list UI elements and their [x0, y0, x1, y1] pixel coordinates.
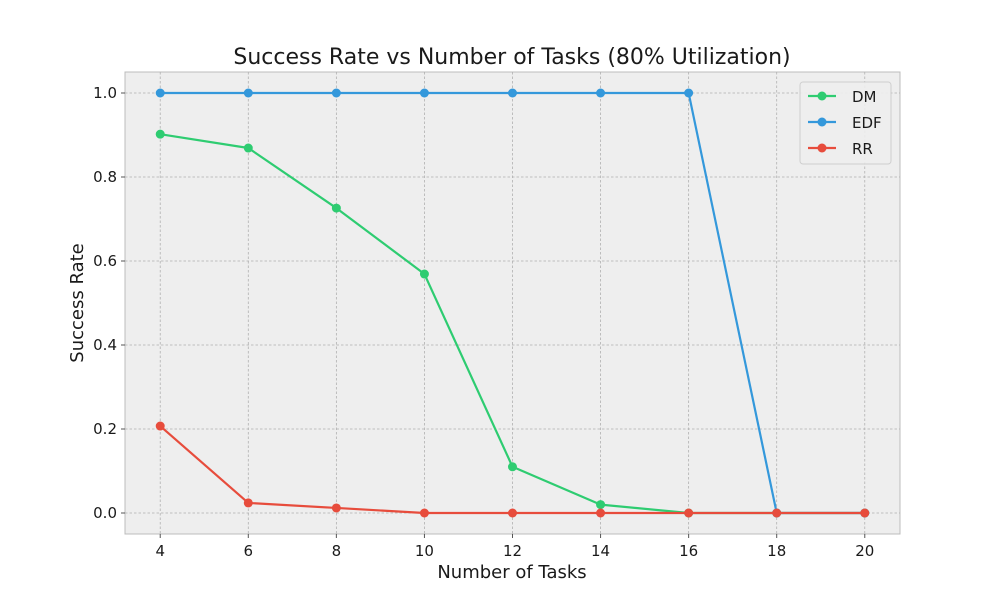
data-point-rr [243, 498, 253, 508]
x-tick-label: 12 [503, 542, 522, 560]
x-tick-label: 18 [767, 542, 786, 560]
y-tick-label: 0.8 [93, 168, 117, 186]
legend-label-dm: DM [852, 88, 877, 106]
data-point-dm [243, 143, 253, 153]
data-point-edf [508, 88, 517, 98]
x-tick-label: 8 [332, 542, 342, 560]
data-point-rr [508, 508, 517, 518]
legend-marker-rr [817, 143, 827, 153]
legend-label-edf: EDF [852, 114, 882, 132]
data-point-dm [331, 203, 341, 213]
legend-box [799, 81, 892, 165]
data-point-edf [419, 88, 429, 98]
x-tick-label: 6 [244, 542, 254, 560]
series-rr [155, 421, 870, 518]
y-axis-label: Success Rate [67, 243, 88, 362]
x-tick-label: 4 [155, 542, 165, 560]
data-point-dm [155, 129, 165, 139]
x-axis: 4 6 8 10 12 14 16 18 20 [155, 534, 874, 560]
data-point-edf [243, 88, 253, 98]
y-axis: 0.0 0.2 0.4 0.6 0.8 1.0 [93, 84, 125, 522]
y-tick-label: 0.4 [93, 336, 117, 354]
legend: DM EDF RR [799, 81, 892, 165]
data-point-rr [419, 508, 429, 518]
data-point-edf [684, 88, 694, 98]
x-tick-label: 10 [415, 542, 434, 560]
y-tick-label: 1.0 [93, 84, 117, 102]
x-tick-label: 14 [591, 542, 610, 560]
data-point-dm [419, 269, 429, 279]
y-tick-label: 0.2 [93, 420, 117, 438]
data-point-edf [596, 88, 606, 98]
legend-marker-edf [817, 117, 827, 127]
data-point-edf [331, 88, 341, 98]
data-point-edf [155, 88, 165, 98]
x-axis-label: Number of Tasks [437, 562, 586, 583]
data-point-rr [155, 421, 165, 431]
x-tick-label: 20 [855, 542, 874, 560]
x-tick-label: 16 [679, 542, 698, 560]
chart-title: Success Rate vs Number of Tasks (80% Uti… [233, 45, 790, 70]
data-point-rr [860, 508, 870, 518]
legend-label-rr: RR [852, 140, 873, 158]
data-point-rr [596, 508, 606, 518]
series-group [155, 88, 870, 518]
data-point-rr [772, 508, 782, 518]
data-point-rr [331, 503, 341, 513]
data-point-dm [596, 500, 606, 510]
data-point-rr [684, 508, 694, 518]
y-tick-label: 0.6 [93, 252, 117, 270]
legend-marker-dm [817, 91, 827, 101]
y-tick-label: 0.0 [93, 504, 117, 522]
data-point-dm [508, 462, 517, 472]
